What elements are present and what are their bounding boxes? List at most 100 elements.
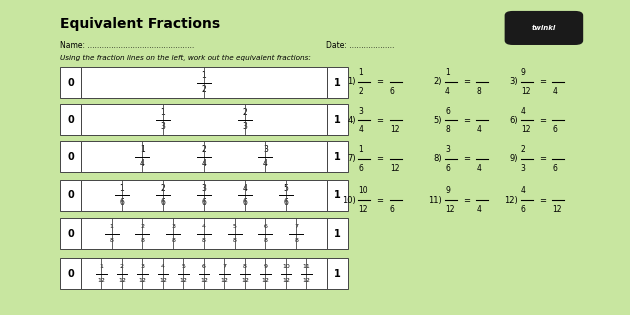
Text: 9): 9)	[510, 154, 518, 163]
Text: =: =	[463, 196, 470, 205]
Text: 6: 6	[445, 164, 450, 173]
Text: 1: 1	[358, 145, 363, 154]
Text: 4: 4	[553, 87, 557, 96]
Text: 12): 12)	[505, 196, 518, 205]
Text: 11): 11)	[428, 196, 442, 205]
Bar	[81, 104, 327, 135]
Text: Equivalent Fractions: Equivalent Fractions	[60, 17, 220, 31]
Text: =: =	[539, 154, 546, 163]
Text: 3: 3	[358, 106, 364, 116]
Text: 8): 8)	[433, 154, 442, 163]
Text: 1: 1	[202, 72, 206, 80]
Text: 9: 9	[521, 68, 526, 77]
Text: 12: 12	[139, 278, 146, 283]
Text: 3: 3	[202, 184, 207, 193]
Text: 2: 2	[161, 184, 165, 193]
Text: =: =	[539, 196, 546, 205]
Text: 4: 4	[445, 87, 450, 96]
Text: 8: 8	[171, 238, 175, 243]
Text: 12: 12	[282, 278, 290, 283]
Text: 12: 12	[159, 278, 167, 283]
Text: 6: 6	[284, 198, 289, 207]
Text: 8: 8	[140, 238, 144, 243]
Text: 6: 6	[202, 264, 206, 269]
Text: 2: 2	[140, 224, 144, 229]
Text: 6): 6)	[510, 116, 518, 125]
Text: 1: 1	[334, 115, 341, 125]
Bar	[327, 258, 348, 289]
Text: 12: 12	[445, 205, 454, 215]
Text: 1: 1	[100, 264, 103, 269]
Text: 6: 6	[521, 205, 526, 215]
Text: 0: 0	[67, 78, 74, 88]
Text: 4: 4	[263, 159, 268, 168]
Text: 6: 6	[390, 87, 394, 96]
Text: 0: 0	[67, 152, 74, 162]
Text: 6: 6	[445, 106, 450, 116]
Text: 1: 1	[161, 108, 165, 117]
Text: 2: 2	[202, 146, 206, 154]
Text: 6: 6	[243, 198, 248, 207]
Text: 3: 3	[243, 122, 248, 131]
Text: 1: 1	[110, 224, 113, 229]
Text: 1: 1	[445, 68, 450, 77]
Text: 4: 4	[476, 205, 481, 215]
Text: 10: 10	[358, 186, 368, 196]
Text: 4: 4	[358, 125, 364, 135]
Text: 10: 10	[282, 264, 290, 269]
Text: 8: 8	[202, 238, 206, 243]
Text: 7: 7	[294, 224, 298, 229]
Text: =: =	[539, 116, 546, 125]
Text: 6: 6	[263, 224, 267, 229]
Text: 9: 9	[445, 186, 450, 196]
Text: 4: 4	[476, 125, 481, 135]
Bar	[327, 180, 348, 211]
Text: Date: ...................: Date: ...................	[326, 41, 394, 49]
Text: 6: 6	[553, 125, 557, 135]
Text: 12: 12	[390, 164, 399, 173]
Bar	[60, 218, 81, 249]
Text: =: =	[539, 77, 546, 87]
Text: 4): 4)	[347, 116, 355, 125]
Text: 8: 8	[110, 238, 113, 243]
Text: =: =	[463, 154, 470, 163]
Text: 2: 2	[243, 108, 248, 117]
Text: =: =	[377, 116, 384, 125]
Text: 1: 1	[140, 146, 145, 154]
Text: 2: 2	[202, 85, 206, 94]
Bar	[327, 67, 348, 98]
Text: 6: 6	[358, 164, 364, 173]
Text: 4: 4	[202, 224, 206, 229]
Text: 8: 8	[476, 87, 481, 96]
Text: 8: 8	[294, 238, 298, 243]
Text: 0: 0	[67, 229, 74, 239]
Text: =: =	[463, 116, 470, 125]
Text: 3): 3)	[510, 77, 518, 87]
Text: 3: 3	[263, 146, 268, 154]
Text: =: =	[463, 77, 470, 87]
Text: 12: 12	[358, 205, 368, 215]
Text: 2: 2	[358, 87, 363, 96]
Text: 12: 12	[118, 278, 126, 283]
Bar	[81, 141, 327, 172]
Text: 12: 12	[180, 278, 187, 283]
Text: 2: 2	[120, 264, 124, 269]
Text: 8: 8	[263, 238, 267, 243]
Text: 12: 12	[390, 125, 399, 135]
Bar	[60, 104, 81, 135]
Text: 4: 4	[521, 186, 526, 196]
Text: 12: 12	[521, 125, 530, 135]
Text: 1: 1	[120, 184, 124, 193]
Text: 4: 4	[243, 184, 248, 193]
Text: 1: 1	[334, 269, 341, 279]
Text: 6: 6	[202, 198, 207, 207]
Text: 6: 6	[161, 198, 165, 207]
Text: 3: 3	[161, 122, 165, 131]
Bar	[60, 258, 81, 289]
Text: twinkl: twinkl	[532, 25, 556, 31]
Text: 0: 0	[67, 115, 74, 125]
Text: 12: 12	[553, 205, 562, 215]
Text: 4: 4	[202, 159, 207, 168]
Text: 5: 5	[284, 184, 289, 193]
Text: 1: 1	[334, 152, 341, 162]
